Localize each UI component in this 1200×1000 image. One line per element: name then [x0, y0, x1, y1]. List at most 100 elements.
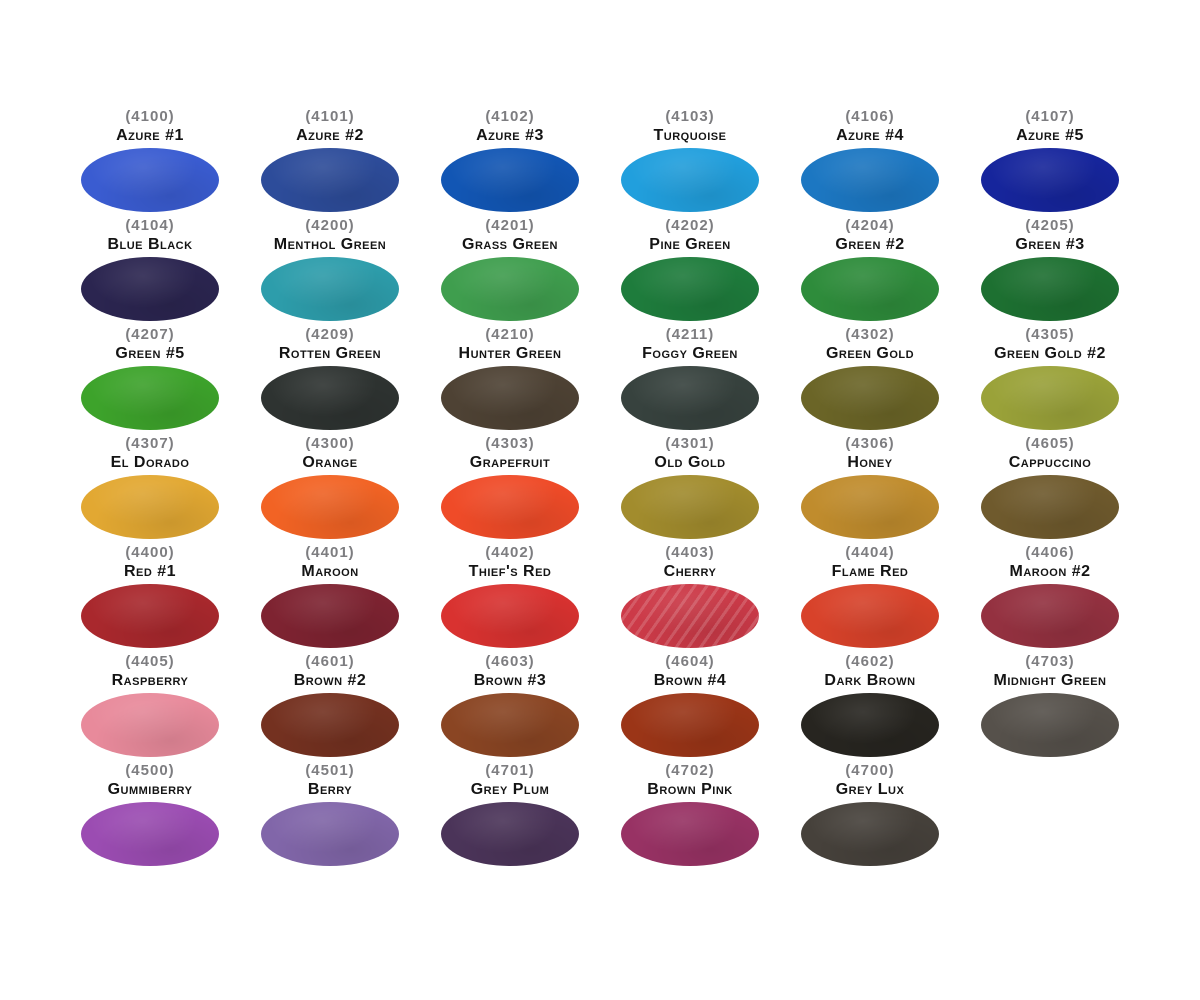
swatch-code: (4701) — [485, 762, 535, 779]
swatch-ellipse — [441, 366, 579, 430]
swatch-name: Red #1 — [123, 563, 177, 580]
swatch-name: Maroon — [301, 563, 359, 580]
swatch-name: Cappuccino — [1008, 454, 1092, 471]
swatch-name: Azure #2 — [296, 127, 364, 144]
swatch-code: (4300) — [305, 435, 355, 452]
swatch-name: Blue Black — [107, 236, 193, 253]
swatch-code: (4307) — [125, 435, 175, 452]
swatch-grid: (4100) Azure #1 (4101) Azure #2 (4102) Azure … — [60, 106, 1140, 869]
swatch-cell: (4307) El Dorado — [60, 433, 240, 542]
swatch-cell: (4201) Grass Green — [420, 215, 600, 324]
swatch-cell: (4403) Cherry — [600, 542, 780, 651]
swatch-cell: (4202) Pine Green — [600, 215, 780, 324]
swatch-code: (4700) — [845, 762, 895, 779]
swatch-cell: (4703) Midnight Green — [960, 651, 1140, 760]
swatch-name: Grass Green — [462, 236, 558, 253]
swatch-name: Maroon #2 — [1009, 563, 1091, 580]
swatch-ellipse — [261, 366, 399, 430]
swatch-code: (4605) — [1025, 435, 1075, 452]
swatch-name: Grey Plum — [470, 781, 550, 798]
swatch-cell: (4100) Azure #1 — [60, 106, 240, 215]
swatch-ellipse — [981, 693, 1119, 757]
swatch-cell: (4404) Flame Red — [780, 542, 960, 651]
swatch-code: (4205) — [1025, 217, 1075, 234]
swatch-name: Foggy Green — [642, 345, 738, 362]
swatch-cell: (4106) Azure #4 — [780, 106, 960, 215]
swatch-name: Green #5 — [115, 345, 185, 362]
swatch-cell: (4602) Dark Brown — [780, 651, 960, 760]
swatch-name: Turquoise — [653, 127, 727, 144]
swatch-name: Grey Lux — [835, 781, 905, 798]
swatch-ellipse — [801, 802, 939, 866]
swatch-ellipse — [441, 584, 579, 648]
swatch-ellipse — [621, 584, 759, 648]
swatch-cell: (4500) Gummiberry — [60, 760, 240, 869]
swatch-ellipse — [981, 148, 1119, 212]
swatch-ellipse — [981, 584, 1119, 648]
swatch-name: Cherry — [663, 563, 717, 580]
swatch-code: (4210) — [485, 326, 535, 343]
swatch-cell: (4400) Red #1 — [60, 542, 240, 651]
swatch-ellipse — [801, 475, 939, 539]
swatch-code: (4102) — [485, 108, 535, 125]
swatch-name: Flame Red — [831, 563, 909, 580]
swatch-ellipse — [621, 802, 759, 866]
swatch-code: (4601) — [305, 653, 355, 670]
swatch-code: (4101) — [305, 108, 355, 125]
swatch-name: Raspberry — [111, 672, 189, 689]
swatch-name: Hunter Green — [458, 345, 562, 362]
swatch-code: (4500) — [125, 762, 175, 779]
swatch-ellipse — [81, 802, 219, 866]
swatch-ellipse — [81, 584, 219, 648]
swatch-code: (4400) — [125, 544, 175, 561]
swatch-ellipse — [441, 148, 579, 212]
swatch-ellipse — [801, 366, 939, 430]
swatch-code: (4100) — [125, 108, 175, 125]
swatch-code: (4406) — [1025, 544, 1075, 561]
swatch-name: Berry — [307, 781, 353, 798]
swatch-name: Azure #4 — [836, 127, 904, 144]
swatch-ellipse — [261, 257, 399, 321]
swatch-name: El Dorado — [110, 454, 190, 471]
swatch-name: Azure #3 — [476, 127, 544, 144]
swatch-name: Orange — [302, 454, 358, 471]
swatch-name: Thief's Red — [468, 563, 552, 580]
swatch-cell: (4302) Green Gold — [780, 324, 960, 433]
swatch-name: Green #2 — [835, 236, 905, 253]
swatch-code: (4604) — [665, 653, 715, 670]
swatch-ellipse — [441, 802, 579, 866]
swatch-code: (4209) — [305, 326, 355, 343]
swatch-ellipse — [981, 475, 1119, 539]
swatch-code: (4603) — [485, 653, 535, 670]
swatch-cell: (4211) Foggy Green — [600, 324, 780, 433]
swatch-cell: (4303) Grapefruit — [420, 433, 600, 542]
swatch-ellipse — [261, 148, 399, 212]
swatch-ellipse — [441, 475, 579, 539]
swatch-cell: (4101) Azure #2 — [240, 106, 420, 215]
swatch-ellipse — [261, 584, 399, 648]
swatch-ellipse — [621, 366, 759, 430]
swatch-code: (4107) — [1025, 108, 1075, 125]
swatch-code: (4201) — [485, 217, 535, 234]
swatch-ellipse — [981, 366, 1119, 430]
swatch-name: Menthol Green — [273, 236, 387, 253]
swatch-cell: (4402) Thief's Red — [420, 542, 600, 651]
swatch-ellipse — [81, 148, 219, 212]
swatch-cell: (4300) Orange — [240, 433, 420, 542]
swatch-cell: (4702) Brown Pink — [600, 760, 780, 869]
swatch-code: (4702) — [665, 762, 715, 779]
swatch-code: (4202) — [665, 217, 715, 234]
swatch-name: Brown #2 — [293, 672, 367, 689]
swatch-cell: (4210) Hunter Green — [420, 324, 600, 433]
swatch-code: (4106) — [845, 108, 895, 125]
swatch-cell: (4102) Azure #3 — [420, 106, 600, 215]
swatch-cell: (4200) Menthol Green — [240, 215, 420, 324]
swatch-ellipse — [801, 693, 939, 757]
swatch-cell: (4207) Green #5 — [60, 324, 240, 433]
swatch-code: (4305) — [1025, 326, 1075, 343]
swatch-code: (4207) — [125, 326, 175, 343]
swatch-cell: (4501) Berry — [240, 760, 420, 869]
swatch-cell: (4204) Green #2 — [780, 215, 960, 324]
swatch-ellipse — [261, 475, 399, 539]
